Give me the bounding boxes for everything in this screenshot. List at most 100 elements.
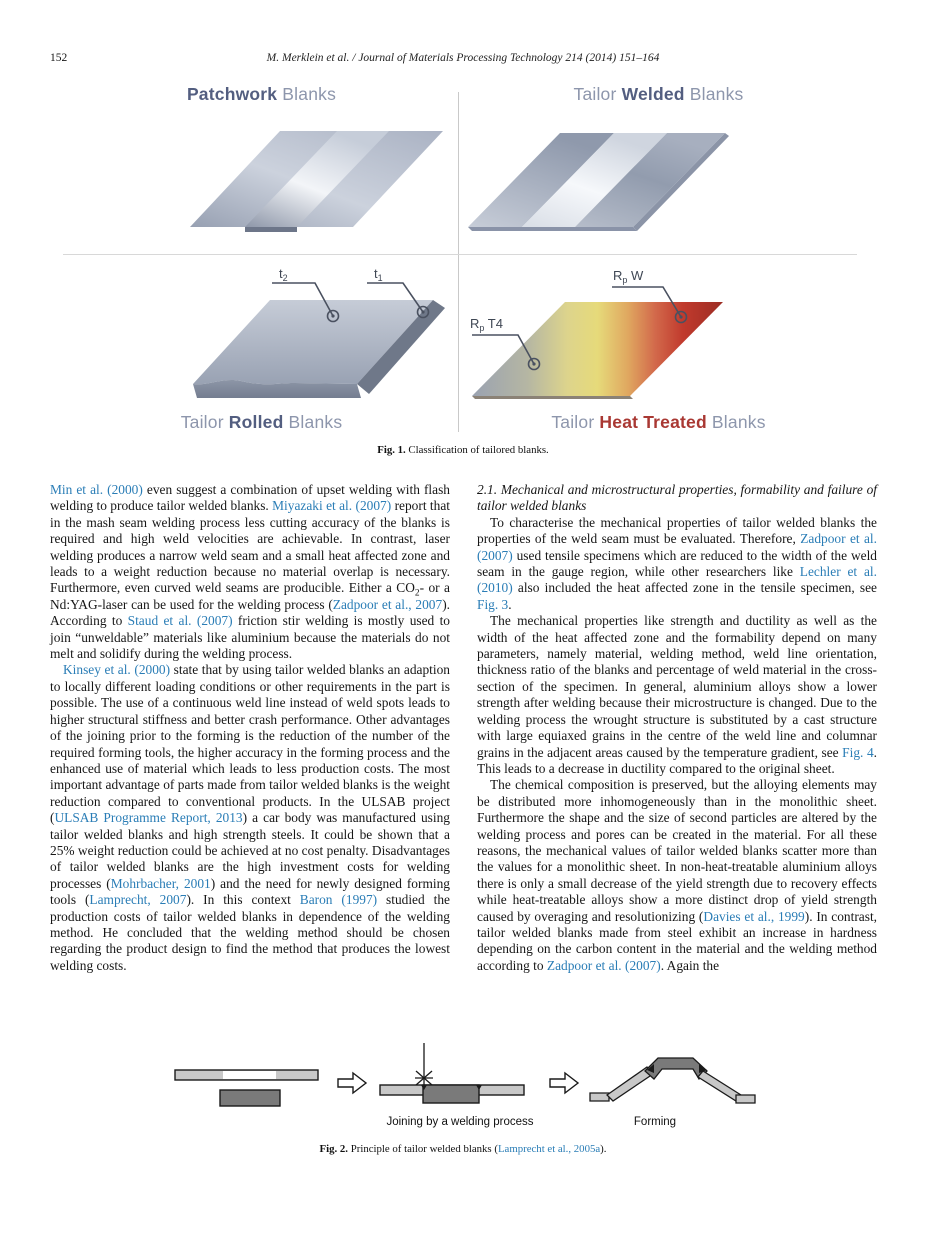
citation-link[interactable]: Fig. 3 [477,596,509,612]
right-column: 2.1. Mechanical and microstructural prop… [477,482,877,974]
text-run: 2 [414,589,420,600]
text-run: Tailor [180,412,229,432]
weld-spark-icon [415,1070,433,1086]
text-run: Fig. 1. [377,444,406,456]
section-heading: 2.1. Mechanical and microstructural prop… [477,482,877,514]
heat-bottom-edge [472,396,633,399]
citation-link[interactable]: ULSAB Programme Report, 2013 [54,810,243,826]
citation-link[interactable]: Lechler et al. (2010) [477,564,877,596]
rpw-leader-line [612,286,682,318]
text-run: Blanks [684,84,744,104]
rp-w-label: Rp W [613,268,644,285]
text-run: used tensile specimens which are reduced… [477,547,877,580]
formed-top-cap [644,1057,708,1081]
text-run: ) a car body was manufactured using tail… [50,810,450,891]
text-run: Principle of tailor welded blanks ( [348,1143,498,1155]
rolled-top-surface [193,300,433,385]
text-run: ). In this context [186,892,300,908]
rpt4-marker-dot [532,362,536,366]
figure-1: Patchwork Blanks Tailor Welded Blanks Ta… [63,84,857,442]
running-head: M. Merklein et al. / Journal of Material… [266,52,660,64]
formed-right-leg [697,1070,742,1102]
formed-notch-right [699,1064,707,1073]
text-run: Heat Treated [599,412,707,432]
weld-side-face [633,133,729,231]
title-patchwork-blanks: Patchwork Blanks [63,84,460,105]
weld-mark-right [476,1085,482,1090]
text-run: Fig. 2. [319,1143,349,1155]
citation-link[interactable]: Lamprecht et al., 2005a [497,1143,601,1155]
text-run: Blanks [283,412,343,432]
t2-marker-icon [326,309,340,323]
citation-link[interactable]: Zadpoor et al., 2007 [332,596,443,612]
forming-label: Forming [634,1116,676,1128]
citation-link[interactable]: Zadpoor et al. (2007) [546,957,661,973]
citation-link[interactable]: Miyazaki et al. (2007) [272,498,392,514]
rolled-side-face [357,300,445,394]
text-run: Tailor [573,84,622,104]
citation-link[interactable]: Lamprecht, 2007 [89,892,187,908]
joining-label: Joining by a welding process [386,1116,533,1128]
title-tailor-rolled-blanks: Tailor Rolled Blanks [63,412,460,433]
rpw-marker-dot [679,315,683,319]
text-run: friction stir welding is mostly used to … [50,613,451,662]
t2-marker-dot [331,314,335,318]
citation-link[interactable]: Kinsey et al. (2000) [63,662,171,678]
patch-strip [245,131,389,227]
citation-link[interactable]: Fig. 4 [842,744,874,760]
text-run: - or a Nd:YAG-laser can be used for the … [50,580,450,612]
text-run: even suggest a combination of upset weld… [50,482,450,514]
citation-link[interactable]: Zadpoor et al. (2007) [477,531,877,563]
weld-mark-left [421,1085,427,1090]
text-run: . [508,596,512,612]
t2-label: t2 [279,266,288,283]
stripe-middle-weld-seam [522,133,667,227]
text-run: . This leads to a decrease in ductility … [477,744,877,776]
title-tailor-welded-blanks: Tailor Welded Blanks [460,84,857,105]
arrow-right-icon [337,1071,368,1095]
patchwork-blank-image [190,131,443,232]
joined-blank-dark [422,1084,480,1104]
t1-marker-dot [421,310,425,314]
rpw-marker-icon [674,310,688,324]
figure-horizontal-divider [63,254,857,255]
t1-leader-line [367,282,424,313]
figure-2-caption: Fig. 2. Principle of tailor welded blank… [0,1143,926,1155]
text-run: ) and the need for newly designed formin… [50,875,450,908]
citation-link[interactable]: Staud et al. (2007) [127,613,233,629]
formed-notch-left [647,1064,654,1073]
text-run: Tailor [551,412,600,432]
citation-link[interactable]: Mohrbacher, 2001 [110,875,211,891]
figure-2-diagram: Joining by a welding process Forming [174,1043,756,1128]
citation-link[interactable]: Min et al. (2000) [50,482,143,497]
text-run: Welded [621,84,685,104]
t2-leader-line [272,282,334,317]
t1-marker-icon [416,305,430,319]
text-run: Patchwork [186,84,278,104]
text-run: . Again the [660,957,720,973]
citation-link[interactable]: Davies et al., 1999 [703,908,805,924]
text-run: To characterise the mechanical propertie… [477,514,877,547]
tailor-rolled-blank-image: t2 t1 [193,266,445,398]
paragraph: To characterise the mechanical propertie… [477,515,877,613]
tailor-heat-treated-blank-image: Rp T4 Rp W [470,268,723,399]
arrow-right-icon [549,1071,580,1095]
rp-t4-label: Rp T4 [470,316,503,333]
figure-vertical-divider [458,92,459,432]
paragraph: The chemical composition is preserved, b… [477,777,877,974]
formed-right-foot [735,1094,756,1104]
paragraph: The mechanical properties like strength … [477,613,877,777]
stripe-left [468,133,614,227]
formed-left-foot [589,1092,610,1102]
citation-link[interactable]: Baron (1997) [299,892,378,908]
text-run: ). According to [50,596,450,629]
page-number: 152 [50,52,68,64]
title-tailor-heat-treated-blanks: Tailor Heat Treated Blanks [460,412,857,433]
paragraph: Kinsey et al. (2000) state that by using… [50,662,450,974]
text-run: Blanks [706,412,766,432]
text-run: Classification of tailored blanks. [405,444,549,456]
rpt4-leader-line [472,334,535,365]
paragraph: Min et al. (2000) even suggest a combina… [50,482,450,662]
text-run: The mechanical properties like strength … [477,613,877,760]
